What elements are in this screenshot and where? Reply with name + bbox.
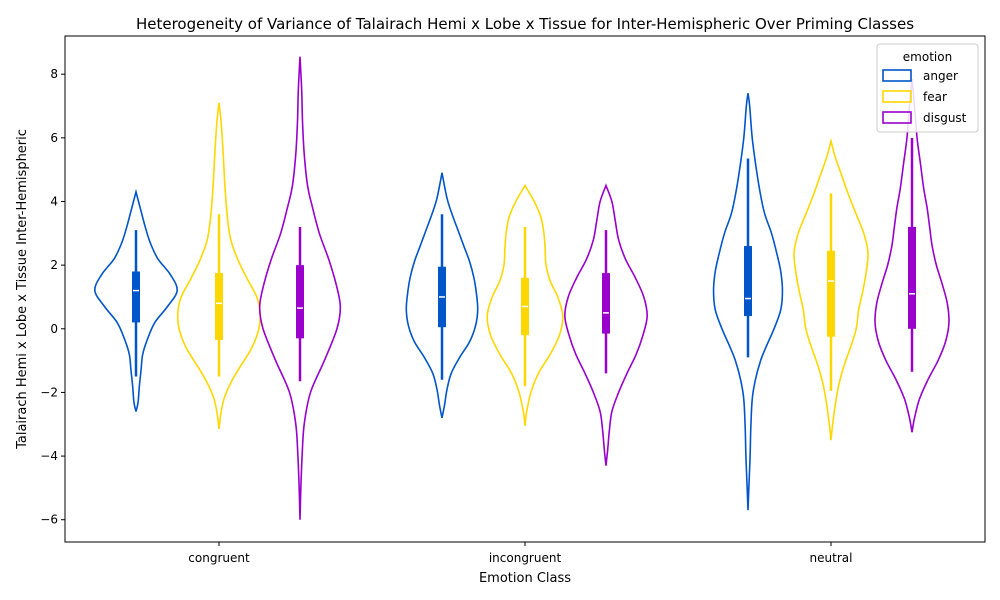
iqr-box-fear-neutral	[827, 250, 835, 337]
legend-swatch-fear	[882, 90, 912, 103]
x-axis-label: Emotion Class	[479, 571, 571, 586]
legend-swatch-disgust	[882, 111, 912, 124]
violin-disgust-incongruent	[564, 183, 648, 466]
violin-anger-neutral	[712, 93, 784, 511]
iqr-box-fear-congruent	[215, 273, 223, 340]
violin-fear-congruent	[176, 102, 262, 430]
legend-title: emotion	[903, 50, 952, 64]
y-tick-label: 4	[50, 194, 58, 208]
x-tick-label: incongruent	[489, 551, 562, 565]
violin-anger-incongruent	[405, 172, 479, 419]
legend-label-disgust: disgust	[923, 111, 967, 125]
y-tick-label: 2	[50, 258, 58, 272]
y-tick-label: 6	[50, 131, 58, 145]
legend-label-fear: fear	[923, 90, 947, 104]
x-tick-label: congruent	[188, 551, 250, 565]
plot-frame	[64, 35, 986, 543]
violin-fear-incongruent	[486, 183, 564, 426]
iqr-box-anger-congruent	[132, 271, 140, 323]
y-tick-label: 8	[50, 67, 58, 81]
violin-anger-congruent	[94, 188, 178, 412]
iqr-box-anger-neutral	[744, 246, 752, 317]
iqr-box-disgust-incongruent	[602, 273, 610, 334]
y-tick-label: −6	[40, 513, 58, 527]
x-tick-label: neutral	[810, 551, 853, 565]
iqr-box-disgust-neutral	[908, 226, 916, 329]
chart-title: Heterogeneity of Variance of Talairach H…	[136, 15, 914, 33]
legend: emotion anger fear disgust	[876, 43, 979, 133]
plot-area: −6 −4 −2 0 2 4 6 8 congruent incongruent neutral	[40, 56, 950, 565]
iqr-box-disgust-congruent	[296, 265, 304, 339]
legend-box	[876, 43, 979, 133]
y-tick-label: −4	[40, 449, 58, 463]
legend-swatch-anger	[882, 69, 912, 82]
violin-disgust-congruent	[258, 56, 342, 520]
legend-label-anger: anger	[923, 69, 958, 83]
y-tick-label: 0	[50, 322, 58, 336]
y-tick-label: −2	[40, 385, 58, 399]
y-axis-label: Talairach Hemi x Lobe x Tissue Inter-Hem…	[15, 129, 30, 450]
violin-fear-neutral	[793, 137, 869, 441]
